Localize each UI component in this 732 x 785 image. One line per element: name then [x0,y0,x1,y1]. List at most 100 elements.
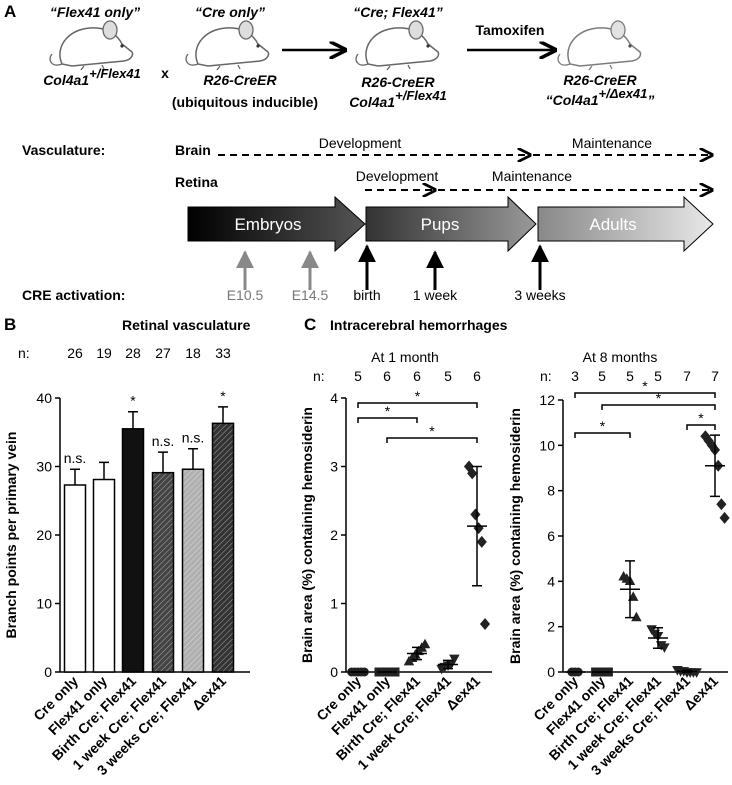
mouse-quote: “Cre only” [195,4,265,20]
bar [211,422,235,673]
significance-label: * [385,403,391,419]
panel-label: C [304,315,316,334]
data-point [467,467,478,480]
error-bar [99,461,109,480]
error-bar [158,451,168,473]
gene: “Col4a1 [546,92,599,108]
bar [121,428,145,673]
significance-bracket [574,432,631,438]
chart-title: Retinal vasculature [122,317,251,333]
phase: Development [356,168,439,184]
n-label: n: [18,345,30,361]
sd-bar [653,627,663,649]
genotype: R26-CreER [203,72,277,88]
y-axis-label: Brain area (%) containing hemosiderin [299,407,315,663]
n-value: 6 [383,368,391,384]
n-label: n: [540,368,552,384]
n-value: 5 [598,368,606,384]
sd-bar [472,465,482,587]
activation-time: 1 week [413,287,458,303]
cross: x [161,65,169,81]
n-value: 5 [626,368,634,384]
genotype-note: (ubiquitous inducible) [172,94,318,110]
data-point [631,611,642,622]
annotation: n.s. [152,433,175,449]
significance-label: * [642,378,648,394]
genotype: Col4a1+/Flex41 [43,66,141,89]
y-tick-label: 1 [330,596,338,612]
data-point [719,511,730,524]
n-value: 7 [711,368,719,384]
n-value: 28 [125,345,141,361]
phase: Maintenance [492,168,572,184]
panel-label: A [4,2,16,21]
y-tick-label: 0 [44,664,52,680]
significance-label: * [415,388,421,404]
n-value: 18 [185,345,201,361]
phase: Development [319,135,402,151]
mouse-icon [185,20,270,71]
significance-bracket [686,424,716,430]
activation-time: 3 weeks [514,287,565,303]
y-tick-label: 4 [330,390,338,406]
error-bar [70,468,80,485]
y-tick-label: 12 [539,392,555,408]
mouse-icon [557,20,642,71]
y-tick-label: 2 [547,619,555,635]
quote-end: ” [647,92,654,108]
stage-label: Pups [421,215,460,234]
annotation: n.s. [182,430,205,446]
y-tick-label: 3 [330,459,338,475]
annotation: n.s. [64,450,87,466]
data-point [716,498,727,511]
error-bar [188,447,198,470]
y-tick-label: 4 [547,573,555,589]
sd-bar [412,646,422,661]
sd-bar [682,669,692,673]
error-bar [218,406,228,424]
activation-time: E14.5 [292,287,329,303]
data-point [473,522,484,535]
n-value: 26 [67,345,83,361]
annotation: * [220,388,226,404]
y-tick-label: 0 [330,664,338,680]
activation-time: E10.5 [227,287,264,303]
mouse-icon [355,20,440,71]
vasculature-label: Vasculature: [22,142,105,158]
chart-subtitle: At 8 months [583,349,658,365]
y-axis-label: Branch points per primary vein [3,432,19,639]
n-value: 5 [354,368,362,384]
data-point [470,508,481,521]
sd-bar [710,434,720,498]
significance-label: * [698,410,704,426]
y-tick-label: 6 [547,528,555,544]
allele: +/Δex41 [599,86,648,101]
y-tick-label: 0 [547,664,555,680]
genotype: R26-CreER [563,72,637,88]
phase: Maintenance [572,135,652,151]
data-point [479,618,491,631]
annotation: * [130,393,136,409]
x-tick-label: Δex41 [189,673,230,714]
n-value: 5 [654,368,662,384]
allele: +/Flex41 [89,66,141,81]
n-value: 6 [413,368,421,384]
significance-bracket [357,402,478,408]
stage-label: Embryos [234,215,301,234]
mouse-quote: “Cre; Flex41” [353,4,442,20]
n-value: 27 [155,345,171,361]
significance-label: * [600,418,606,434]
activation-label: CRE activation: [22,287,125,303]
mouse-quote: “Flex41 only” [50,4,140,20]
sd-bar [625,560,635,619]
error-bar [128,410,138,429]
retina-label: Retina [175,174,218,190]
stage-arrow [365,195,537,253]
stage-arrow [187,195,366,253]
data-point [449,654,460,665]
y-tick-label: 10 [36,596,52,612]
activation-time: birth [353,287,380,303]
n-label: n: [313,368,325,384]
n-value: 19 [96,345,112,361]
y-tick-label: 8 [547,483,555,499]
